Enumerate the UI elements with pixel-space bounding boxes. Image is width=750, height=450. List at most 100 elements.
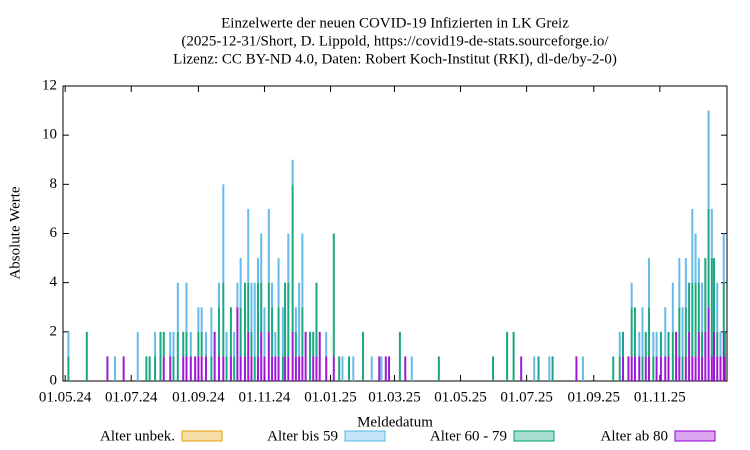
bar-segment: [627, 356, 630, 381]
bar-segment: [260, 331, 263, 381]
bar-segment: [719, 331, 722, 357]
x-tick-label: 01.03.25: [368, 389, 421, 405]
bar-segment: [338, 356, 341, 381]
legend-label: Alter 60 - 79: [430, 428, 507, 444]
bar-segment: [287, 233, 290, 283]
bar-segment: [701, 356, 704, 381]
bar-segment: [318, 331, 321, 381]
y-tick-label: 8: [50, 176, 58, 192]
bar-segment: [256, 258, 259, 283]
bar-segment: [243, 282, 246, 357]
bar-segment: [247, 282, 250, 332]
bar-segment: [172, 331, 175, 357]
bar-segment: [694, 233, 697, 283]
bar-segment: [197, 331, 200, 357]
bar-segment: [667, 356, 670, 381]
bar-segment: [691, 208, 694, 283]
bar-segment: [722, 331, 725, 381]
y-tick-label: 0: [50, 372, 58, 388]
bar-segment: [664, 356, 667, 381]
bar-segment: [247, 331, 250, 381]
bar-segment: [716, 282, 719, 332]
bar-segment: [551, 356, 554, 381]
bar-segment: [247, 208, 250, 283]
bar-segment: [688, 331, 691, 381]
bar-segment: [243, 356, 246, 381]
bar-segment: [352, 356, 355, 381]
bar-segment: [267, 282, 270, 332]
bar-segment: [719, 356, 722, 381]
bar-segment: [294, 331, 297, 357]
bar-segment: [236, 282, 239, 308]
bar-segment: [222, 282, 225, 357]
bar-segment: [263, 356, 266, 381]
legend-label: Alter unbek.: [100, 428, 175, 444]
x-tick-label: 01.09.24: [172, 389, 225, 405]
bar-segment: [652, 356, 655, 381]
bar-segment: [185, 282, 188, 332]
bar-segment: [644, 356, 647, 381]
bar-segment: [274, 356, 277, 381]
bar-segment: [681, 307, 684, 357]
bar-segment: [675, 331, 678, 381]
chart-title: Einzelwerte der neuen COVID-19 Infiziert…: [221, 15, 569, 31]
bar-segment: [239, 307, 242, 357]
bar-segment: [271, 307, 274, 357]
bar-segment: [267, 331, 270, 381]
legend-swatch: [513, 430, 555, 442]
bar-segment: [217, 282, 220, 308]
bar-segment: [722, 282, 725, 332]
bar-segment: [659, 331, 662, 357]
chart-subtitle: (2025-12-31/Short, D. Lippold, https://c…: [181, 33, 609, 49]
bar-segment: [122, 356, 125, 381]
plot-frame: [62, 85, 728, 382]
bar-segment: [548, 356, 551, 381]
bar-segment: [217, 356, 220, 381]
bar-segment: [638, 331, 641, 357]
bar-segment: [648, 356, 651, 381]
bar-segment: [638, 356, 641, 381]
bar-segment: [277, 258, 280, 308]
y-tick-label: 12: [42, 77, 57, 93]
x-tick-label: 01.11.24: [238, 389, 290, 405]
bar-segment: [671, 331, 674, 381]
x-tick-label: 01.05.24: [39, 389, 92, 405]
x-tick-label: 01.05.25: [434, 389, 487, 405]
bar-segment: [533, 356, 536, 381]
bar-segment: [315, 356, 318, 381]
bar-segment: [185, 356, 188, 381]
bar-segment: [189, 356, 192, 381]
bar-segment: [644, 331, 647, 357]
bar-segment: [169, 356, 172, 381]
bar-segment: [655, 331, 658, 357]
bar-segment: [581, 356, 584, 381]
bar-segment: [707, 208, 710, 308]
bar-segment: [618, 356, 621, 381]
bar-segment: [148, 356, 151, 381]
bar-segment: [154, 356, 157, 381]
bar-segment: [145, 356, 148, 381]
bar-segment: [204, 331, 207, 357]
bar-segment: [159, 331, 162, 381]
bar-segment: [298, 282, 301, 357]
bar-segment: [315, 282, 318, 357]
bar-segment: [704, 258, 707, 332]
bar-segment: [641, 307, 644, 357]
bar-segment: [267, 208, 270, 283]
x-tick-label: 01.01.25: [304, 389, 357, 405]
bar-segment: [182, 331, 185, 357]
x-tick-label: 01.07.24: [105, 389, 158, 405]
bar-segment: [217, 307, 220, 357]
bar-segment: [277, 356, 280, 381]
bar-segment: [691, 356, 694, 381]
bar-segment: [362, 331, 365, 381]
legend-swatch: [181, 430, 223, 442]
bar-segment: [378, 356, 381, 381]
bar-segment: [222, 184, 225, 283]
bar-segment: [284, 356, 287, 381]
bar-segment: [176, 331, 179, 381]
bar-segment: [384, 356, 387, 381]
bar-segment: [652, 331, 655, 357]
bar-segment: [222, 356, 225, 381]
bar-segment: [659, 356, 662, 381]
